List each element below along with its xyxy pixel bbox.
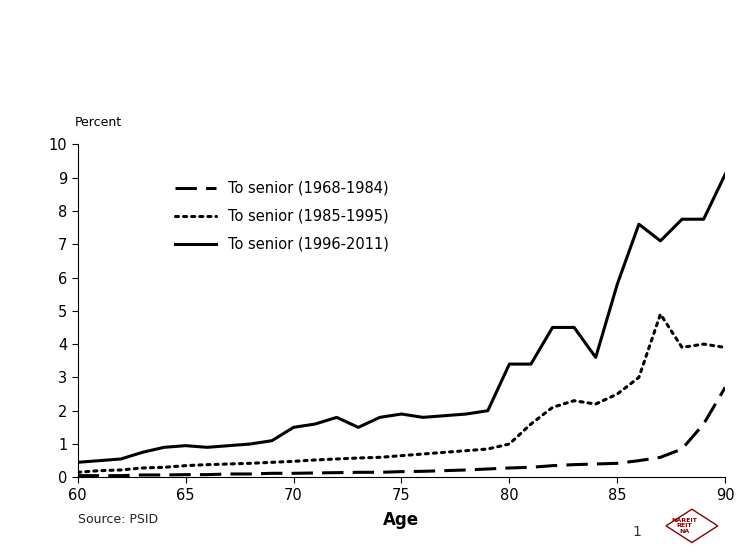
Text: occur at younger ages than in the past: occur at younger ages than in the past <box>11 75 431 95</box>
Text: 1: 1 <box>633 526 642 539</box>
Text: Percent: Percent <box>75 117 121 129</box>
Text: Moves into Senior Housing are much more frequent and: Moves into Senior Housing are much more … <box>11 27 616 47</box>
X-axis label: Age: Age <box>383 511 420 529</box>
Legend: To senior (1968-1984), To senior (1985-1995), To senior (1996-2011): To senior (1968-1984), To senior (1985-1… <box>169 175 394 258</box>
Text: Source: PSID: Source: PSID <box>78 513 158 526</box>
Text: NAREIT
REIT
NA: NAREIT REIT NA <box>672 518 697 534</box>
